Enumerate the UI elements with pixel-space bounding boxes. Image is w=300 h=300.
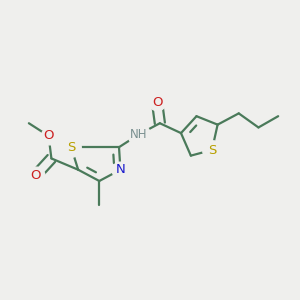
Text: O: O (43, 129, 54, 142)
Text: O: O (31, 169, 41, 182)
Text: S: S (67, 141, 75, 154)
Text: O: O (152, 96, 162, 109)
Text: N: N (116, 163, 125, 176)
Text: S: S (208, 143, 216, 157)
Text: NH: NH (130, 128, 148, 141)
